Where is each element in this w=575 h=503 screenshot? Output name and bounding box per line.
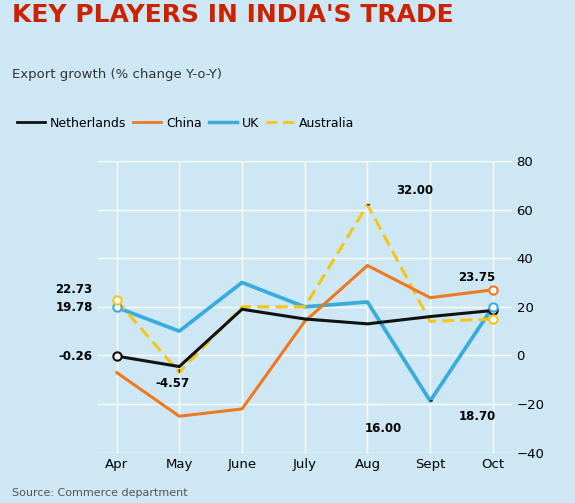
Text: -0.26: -0.26 [59,350,93,363]
Text: 23.75: 23.75 [458,271,496,284]
Text: -4.57: -4.57 [155,377,190,390]
Text: 22.73: 22.73 [56,283,93,296]
Legend: Netherlands, China, UK, Australia: Netherlands, China, UK, Australia [12,112,359,135]
Text: 19.78: 19.78 [55,301,93,314]
Text: Export growth (% change Y-o-Y): Export growth (% change Y-o-Y) [12,67,221,80]
Text: KEY PLAYERS IN INDIA'S TRADE: KEY PLAYERS IN INDIA'S TRADE [12,3,453,27]
Text: 32.00: 32.00 [396,184,433,197]
Text: 18.70: 18.70 [458,410,496,423]
Text: 16.00: 16.00 [365,422,402,435]
Text: Source: Commerce department: Source: Commerce department [12,488,187,498]
